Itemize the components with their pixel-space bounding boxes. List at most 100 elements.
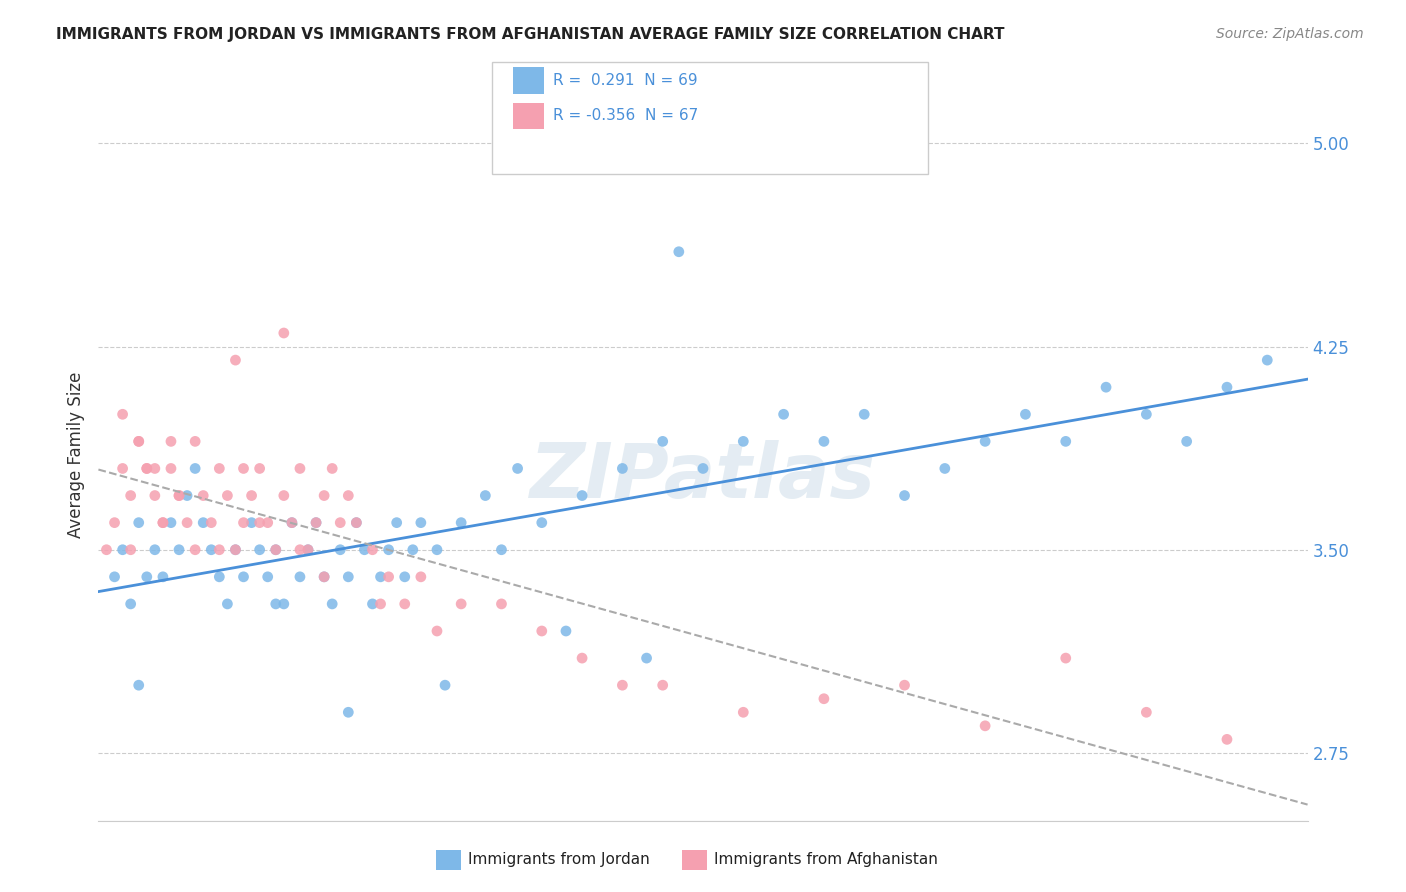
Point	[128, 678, 150, 692]
Point	[167, 489, 190, 503]
Point	[571, 651, 593, 665]
Point	[361, 597, 384, 611]
Point	[240, 489, 263, 503]
Point	[264, 597, 287, 611]
Point	[974, 434, 997, 449]
Point	[184, 461, 207, 475]
Point	[377, 542, 399, 557]
Point	[111, 407, 134, 421]
Point	[176, 516, 198, 530]
Point	[426, 542, 449, 557]
Point	[813, 691, 835, 706]
Point	[344, 516, 367, 530]
Point	[128, 434, 150, 449]
Point	[934, 461, 956, 475]
Point	[200, 516, 222, 530]
Point	[120, 542, 142, 557]
Point	[337, 570, 360, 584]
Point	[305, 516, 328, 530]
Point	[224, 353, 246, 368]
Point	[692, 461, 714, 475]
Point	[249, 461, 271, 475]
Text: ZIPatlas: ZIPatlas	[530, 440, 876, 514]
Point	[1256, 353, 1278, 368]
Point	[402, 542, 425, 557]
Point	[370, 570, 392, 584]
Point	[314, 570, 336, 584]
Point	[555, 624, 578, 638]
Point	[733, 706, 755, 720]
Point	[120, 597, 142, 611]
Text: R = -0.356  N = 67: R = -0.356 N = 67	[553, 109, 697, 123]
Point	[200, 542, 222, 557]
Point	[314, 489, 336, 503]
Point	[321, 597, 343, 611]
Point	[426, 624, 449, 638]
Point	[434, 678, 457, 692]
Point	[143, 461, 166, 475]
Point	[273, 489, 295, 503]
Point	[288, 542, 311, 557]
Point	[281, 516, 304, 530]
Point	[321, 461, 343, 475]
Point	[208, 542, 231, 557]
Text: IMMIGRANTS FROM JORDAN VS IMMIGRANTS FROM AFGHANISTAN AVERAGE FAMILY SIZE CORREL: IMMIGRANTS FROM JORDAN VS IMMIGRANTS FRO…	[56, 27, 1005, 42]
Point	[160, 461, 183, 475]
Point	[612, 678, 634, 692]
Point	[772, 407, 794, 421]
Point	[530, 516, 553, 530]
Point	[394, 597, 416, 611]
Point	[120, 489, 142, 503]
Point	[143, 489, 166, 503]
Point	[184, 542, 207, 557]
Point	[128, 434, 150, 449]
Point	[167, 489, 190, 503]
Point	[1175, 434, 1198, 449]
Point	[217, 597, 239, 611]
Point	[224, 542, 246, 557]
Point	[385, 516, 408, 530]
Point	[733, 434, 755, 449]
Point	[651, 678, 673, 692]
Point	[344, 516, 367, 530]
Text: Immigrants from Afghanistan: Immigrants from Afghanistan	[714, 853, 938, 867]
Text: Immigrants from Jordan: Immigrants from Jordan	[468, 853, 650, 867]
Point	[612, 461, 634, 475]
Point	[193, 516, 215, 530]
Point	[217, 489, 239, 503]
Point	[208, 461, 231, 475]
Point	[249, 516, 271, 530]
Point	[208, 570, 231, 584]
Point	[893, 489, 915, 503]
Point	[249, 542, 271, 557]
Point	[111, 542, 134, 557]
Point	[337, 706, 360, 720]
Point	[450, 597, 472, 611]
Point	[135, 461, 157, 475]
Point	[1054, 651, 1077, 665]
Point	[152, 516, 174, 530]
Point	[506, 461, 529, 475]
Point	[160, 434, 183, 449]
Text: R =  0.291  N = 69: R = 0.291 N = 69	[553, 73, 697, 87]
Point	[571, 489, 593, 503]
Point	[288, 461, 311, 475]
Point	[450, 516, 472, 530]
Point	[329, 542, 352, 557]
Point	[974, 719, 997, 733]
Point	[103, 516, 125, 530]
Point	[370, 597, 392, 611]
Point	[135, 570, 157, 584]
Point	[314, 570, 336, 584]
Point	[135, 461, 157, 475]
Point	[377, 570, 399, 584]
Point	[152, 570, 174, 584]
Point	[409, 570, 432, 584]
Point	[256, 516, 278, 530]
Point	[1095, 380, 1118, 394]
Point	[160, 516, 183, 530]
Point	[232, 516, 254, 530]
Point	[152, 516, 174, 530]
Point	[491, 597, 513, 611]
Point	[184, 434, 207, 449]
